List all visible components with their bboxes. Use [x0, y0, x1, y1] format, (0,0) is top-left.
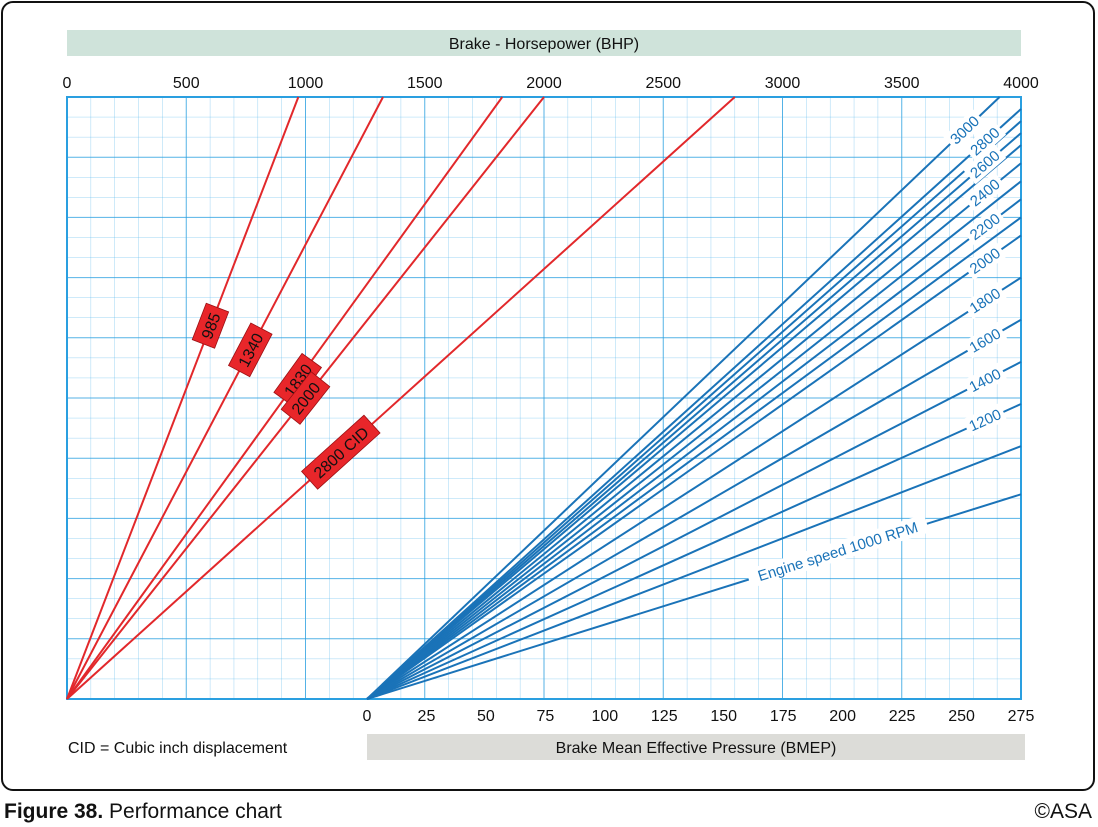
- bhp-axis-band: [67, 30, 1021, 56]
- rpm-line-2200: [366, 198, 1022, 700]
- rpm-label-bg: [745, 514, 930, 589]
- bhp-tick-label: 500: [173, 75, 200, 92]
- bmep-tick-label: 125: [651, 708, 678, 725]
- bmep-tick-label: 200: [829, 708, 856, 725]
- bhp-tick-label: 2000: [526, 75, 562, 92]
- rpm-line-2600: [366, 132, 1022, 700]
- bhp-tick-label: 3000: [765, 75, 801, 92]
- rpm-line-1200: [366, 403, 1022, 700]
- bmep-tick-label: 225: [889, 708, 916, 725]
- rpm-labels: Engine speed 1000 RPM1200140016001800200…: [745, 108, 1008, 589]
- cid-label-box: [191, 302, 230, 349]
- rpm-line-2400: [366, 162, 1022, 700]
- bhp-tick-label: 1500: [407, 75, 443, 92]
- figure-caption: Figure 38. Performance chart: [4, 800, 282, 824]
- bmep-axis-band: [367, 734, 1025, 760]
- rpm-label-bg: [962, 206, 1007, 247]
- rpm-label-bg: [962, 362, 1008, 398]
- rpm-label-bg: [943, 108, 986, 151]
- bhp-axis-title: Brake - Horsepower (BHP): [449, 36, 639, 53]
- rpm-label-bg: [963, 172, 1007, 213]
- figure-number: Figure 38.: [4, 800, 104, 823]
- cid-note: CID = Cubic inch displacement: [68, 740, 288, 757]
- rpm-label-bg: [962, 402, 1008, 437]
- rpm-line-1100: [366, 445, 1022, 700]
- rpm-label-bg: [963, 120, 1007, 162]
- rpm-label-bg: [963, 143, 1007, 185]
- rpm-lines: [366, 96, 1022, 700]
- copyright-notice: ©ASA: [1034, 800, 1093, 823]
- bmep-tick-label: 50: [477, 708, 495, 725]
- bmep-tick-label: 100: [591, 708, 618, 725]
- bhp-tick-label: 0: [63, 75, 72, 92]
- cid-label-box: [301, 414, 381, 490]
- rpm-line-2700: [366, 120, 1022, 700]
- figure-frame: [1, 1, 1095, 791]
- rpm-line-2000: [366, 234, 1022, 700]
- bmep-tick-label: 150: [710, 708, 737, 725]
- bmep-tick-labels: 0 25 50 75 100 125 150 175 200 225 250 275: [363, 708, 1035, 725]
- bmep-tick-label: 275: [1008, 708, 1035, 725]
- performance-chart: Brake - Horsepower (BHP) 0 500 1000 1500 200…: [63, 30, 1039, 760]
- rpm-line-3000: [366, 96, 1001, 700]
- bhp-tick-label: 4000: [1003, 75, 1039, 92]
- cid-label-box: [280, 371, 331, 425]
- bhp-tick-label: 1000: [288, 75, 324, 92]
- rpm-line-1800: [366, 276, 1022, 700]
- bhp-tick-label: 3500: [884, 75, 920, 92]
- bmep-tick-label: 75: [536, 708, 554, 725]
- rpm-label-bg: [962, 321, 1008, 359]
- cid-line-985: [66, 96, 300, 700]
- rpm-line-2800: [366, 108, 1022, 700]
- rpm-line-1400: [366, 360, 1022, 700]
- cid-line-2800: [66, 96, 736, 700]
- bmep-tick-label: 250: [948, 708, 975, 725]
- bmep-tick-label: 175: [770, 708, 797, 725]
- cid-line-1340: [66, 96, 384, 700]
- bmep-axis-title: Brake Mean Effective Pressure (BMEP): [556, 740, 837, 757]
- bmep-tick-label: 25: [418, 708, 436, 725]
- bhp-tick-labels: 0 500 1000 1500 2000 2500 3000 3500 4000: [63, 75, 1039, 92]
- rpm-label-bg: [962, 241, 1007, 280]
- bhp-tick-label: 2500: [645, 75, 681, 92]
- rpm-line-2100: [366, 216, 1022, 700]
- rpm-line-2300: [366, 180, 1022, 700]
- rpm-line-1600: [366, 318, 1022, 700]
- rpm-label-bg: [962, 281, 1007, 320]
- figure-title: Performance chart: [109, 800, 282, 823]
- rpm-line-2500: [366, 144, 1022, 700]
- bmep-tick-label: 0: [363, 708, 372, 725]
- cid-label-box: [227, 322, 273, 378]
